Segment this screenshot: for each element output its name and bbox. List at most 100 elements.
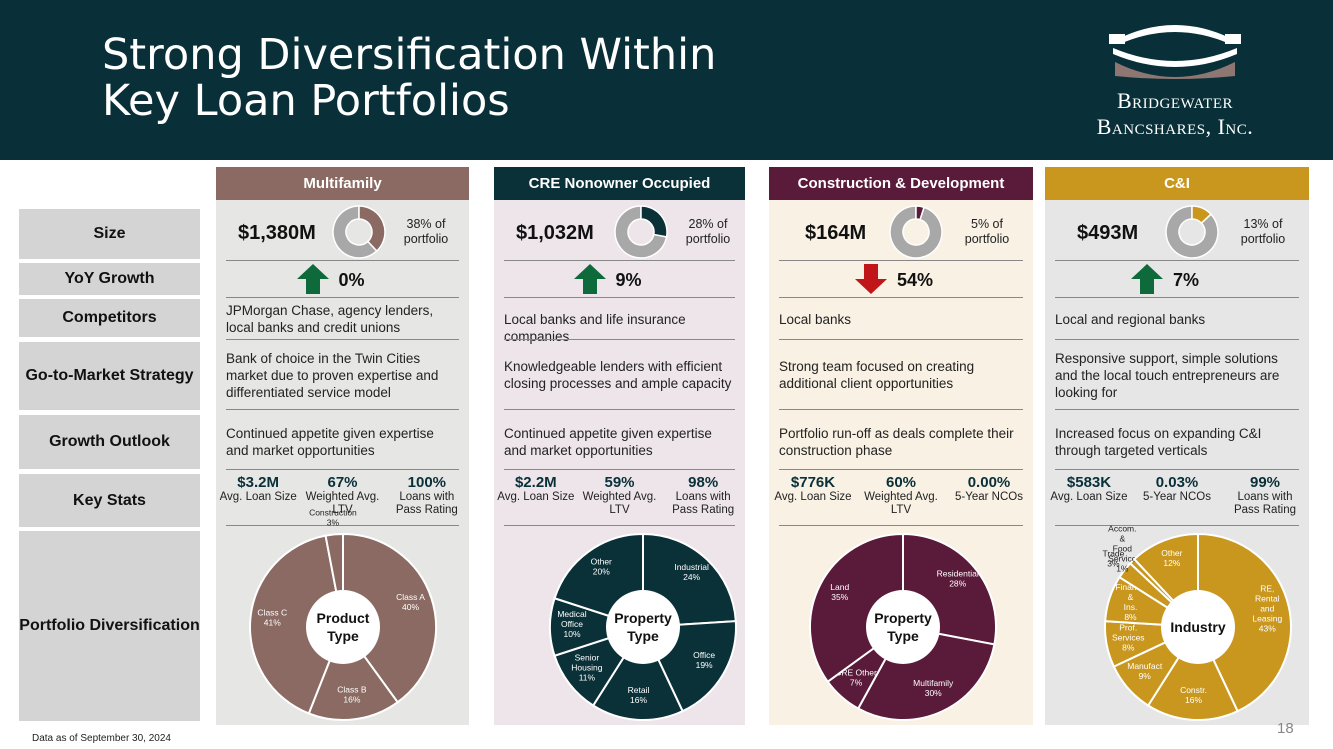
key-stat: 0.00% 5-Year NCOs <box>949 474 1029 504</box>
key-stat-label: Weighted Avg. LTV <box>864 491 938 516</box>
key-stat-label: Avg. Loan Size <box>219 491 297 503</box>
competitors-text: Local and regional banks <box>1055 312 1206 327</box>
share-slice <box>640 205 668 238</box>
divider <box>779 339 1023 340</box>
divider <box>504 409 735 410</box>
key-stat: 59% Weighted Avg. LTV <box>580 474 660 517</box>
key-stat-value: 0.03% <box>1155 474 1199 491</box>
portfolio-share-label: 5% of portfolio <box>964 217 1010 246</box>
column-body: $493M 13% of portfolio 7% Local and regiona… <box>1045 200 1309 725</box>
key-stat-label: Weighted Avg. LTV <box>305 491 380 516</box>
outlook-text: Increased focus on expanding C&I through… <box>1055 426 1262 458</box>
outlook-text: Continued appetite given expertise and m… <box>504 426 712 458</box>
remainder-slice <box>1165 205 1219 259</box>
gtm-text: Knowledgeable lenders with efficient clo… <box>504 359 732 391</box>
column-body: $164M 5% of portfolio 54% Local banks Strong… <box>769 200 1033 725</box>
row-label-size: Size <box>19 209 200 259</box>
row-label-competitors: Competitors <box>19 299 200 337</box>
divider <box>1055 525 1299 526</box>
key-stat-label: Loans with Pass Rating <box>1233 491 1296 516</box>
portfolio-share-donut <box>889 205 943 259</box>
bridge-emblem-icon <box>1109 25 1241 79</box>
column-body: $1,032M 28% of portfolio 9% Local banks and… <box>494 200 745 725</box>
divider <box>779 297 1023 298</box>
divider <box>779 469 1023 470</box>
share-slice <box>915 205 925 221</box>
logo-line1: Bridgewater <box>1117 88 1233 113</box>
divider <box>1055 409 1299 410</box>
divider <box>226 409 459 410</box>
portfolio-share-donut <box>332 205 386 259</box>
portfolio-share-donut <box>614 205 668 259</box>
divider <box>779 409 1023 410</box>
column-header: CRE Nonowner Occupied <box>494 167 745 200</box>
key-stat-label: 5-Year NCOs <box>955 491 1023 503</box>
arrow-down-icon <box>855 264 887 294</box>
portfolio-share-donut <box>1165 205 1219 259</box>
portfolio-size: $493M <box>1077 222 1139 244</box>
divider <box>1055 469 1299 470</box>
arrow-up-icon <box>573 264 606 294</box>
key-stat: 67% Weighted Avg. LTV <box>303 474 383 517</box>
key-stat-value: 59% <box>604 474 635 491</box>
arrow-up-icon <box>1131 264 1163 294</box>
competitors-text: Local banks <box>779 312 852 327</box>
key-stat-value: 67% <box>327 474 358 491</box>
key-stat: 0.03% 5-Year NCOs <box>1137 474 1217 504</box>
key-stat-value: 60% <box>885 474 917 491</box>
arrow-up-icon <box>296 264 329 294</box>
divider <box>504 297 735 298</box>
key-stat-label: Loans with Pass Rating <box>672 491 735 516</box>
row-label-diversification: Portfolio Diversification <box>19 531 200 721</box>
page-title-line1: Strong Diversification Within <box>102 30 717 80</box>
remainder-slice <box>614 205 668 259</box>
divider <box>1055 297 1299 298</box>
key-stat-label: Loans with Pass Rating <box>395 491 458 516</box>
key-stat: $2.2M Avg. Loan Size <box>496 474 576 504</box>
portfolio-size: $1,032M <box>516 222 594 244</box>
key-stat-value: $776K <box>790 474 836 491</box>
portfolio-share-label: 28% of portfolio <box>685 217 731 246</box>
key-stat: 99% Loans with Pass Rating <box>1225 474 1305 517</box>
divider <box>504 525 735 526</box>
row-label-yoy: YoY Growth <box>19 263 200 295</box>
row-label-stats: Key Stats <box>19 474 200 527</box>
key-stat-label: Avg. Loan Size <box>497 491 575 503</box>
key-stat: 98% Loans with Pass Rating <box>663 474 743 517</box>
key-stat: $583K Avg. Loan Size <box>1049 474 1129 504</box>
portfolio-share-label: 13% of portfolio <box>1240 217 1286 246</box>
column-header: Multifamily <box>216 167 469 200</box>
divider <box>504 339 735 340</box>
page-number: 18 <box>1277 720 1294 737</box>
yoy-growth-value: 54% <box>897 270 934 290</box>
key-stat-value: 98% <box>688 474 719 491</box>
key-stat: 60% Weighted Avg. LTV <box>861 474 941 517</box>
remainder-slice <box>332 205 378 259</box>
yoy-growth-value: 9% <box>615 270 642 290</box>
key-stat-value: 100% <box>407 474 447 491</box>
divider <box>226 260 459 261</box>
portfolio-share-label: 38% of portfolio <box>403 217 449 246</box>
divider <box>226 469 459 470</box>
row-label-outlook: Growth Outlook <box>19 415 200 469</box>
portfolio-size: $1,380M <box>238 222 316 244</box>
outlook-text: Continued appetite given expertise and m… <box>226 426 434 458</box>
divider <box>504 469 735 470</box>
page-title: Strong Diversification Within Key Loan P… <box>102 32 716 124</box>
divider <box>779 525 1023 526</box>
key-stat: $776K Avg. Loan Size <box>773 474 853 504</box>
key-stat: $3.2M Avg. Loan Size <box>218 474 298 504</box>
key-stat-value: $2.2M <box>514 474 557 491</box>
remainder-slice <box>889 205 943 259</box>
divider <box>779 260 1023 261</box>
key-stat: 100% Loans with Pass Rating <box>387 474 467 517</box>
divider <box>1055 260 1299 261</box>
key-stat-label: 5-Year NCOs <box>1143 491 1211 503</box>
divider <box>226 339 459 340</box>
yoy-growth-value: 0% <box>338 270 365 290</box>
divider <box>226 297 459 298</box>
key-stat-value: $3.2M <box>237 474 279 491</box>
key-stat-value: 0.00% <box>967 474 1011 491</box>
gtm-text: Bank of choice in the Twin Cities market… <box>226 351 439 400</box>
row-label-gtm: Go-to-Market Strategy <box>19 342 200 410</box>
